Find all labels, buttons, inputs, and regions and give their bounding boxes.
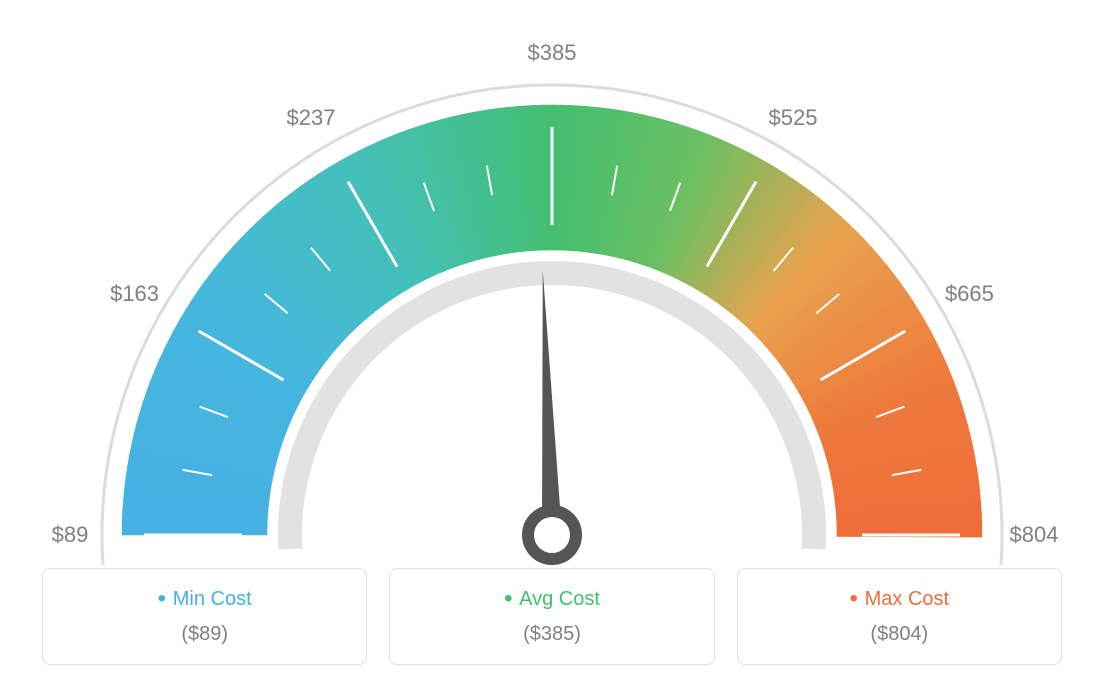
legend-label-min: Min Cost: [43, 585, 366, 613]
gauge-tick-label: $237: [271, 105, 351, 131]
gauge-svg: [52, 45, 1052, 565]
legend-label-max: Max Cost: [738, 585, 1061, 613]
legend-value-min: ($89): [43, 623, 366, 646]
gauge-chart: $89$163$237$385$525$665$804: [52, 45, 1052, 565]
gauge-tick-label: $163: [95, 281, 175, 307]
legend-value-max: ($804): [738, 623, 1061, 646]
legend-row: Min Cost ($89) Avg Cost ($385) Max Cost …: [42, 568, 1062, 665]
gauge-tick-label: $89: [30, 522, 110, 548]
gauge-tick-label: $525: [753, 105, 833, 131]
legend-card-avg: Avg Cost ($385): [389, 568, 714, 665]
legend-value-avg: ($385): [390, 623, 713, 646]
legend-card-max: Max Cost ($804): [737, 568, 1062, 665]
legend-card-min: Min Cost ($89): [42, 568, 367, 665]
gauge-tick-label: $804: [994, 522, 1074, 548]
gauge-tick-label: $385: [512, 40, 592, 66]
legend-label-avg: Avg Cost: [390, 585, 713, 613]
gauge-tick-label: $665: [929, 281, 1009, 307]
